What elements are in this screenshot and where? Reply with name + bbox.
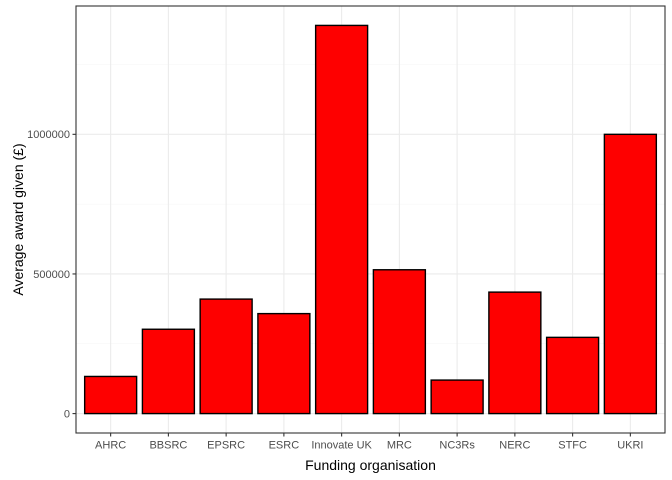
bar-stfc — [545, 336, 600, 415]
y-tick-label: 0 — [64, 408, 70, 420]
bar-bbsrc — [141, 328, 196, 415]
x-tick-label: BBSRC — [149, 440, 187, 452]
y-tick-label: 500000 — [33, 269, 70, 281]
x-tick-label: NC3Rs — [439, 440, 475, 452]
x-tick-label: ESRC — [269, 440, 300, 452]
bar-epsrc — [199, 298, 253, 415]
bar-mrc — [372, 269, 427, 415]
x-tick-label: Innovate UK — [311, 440, 372, 452]
x-tick-label: MRC — [387, 440, 412, 452]
x-tick-label: EPSRC — [207, 440, 245, 452]
axis-ticks: 0 500000 1000000 AHRC BBSRC EPSRC ESRC Innovate… — [27, 129, 643, 451]
bar-innovate-uk — [314, 24, 369, 415]
bar-ukri — [603, 133, 658, 415]
y-axis-title: Average award given (£) — [10, 143, 26, 295]
bar-ahrc — [83, 375, 138, 415]
panel-border — [75, 5, 666, 434]
bar-nc3rs — [430, 379, 484, 415]
x-tick-label: NERC — [499, 440, 530, 452]
x-axis-title: Funding organisation — [305, 457, 436, 473]
bar-esrc — [257, 312, 311, 415]
x-tick-label: UKRI — [617, 440, 643, 452]
x-tick-label: AHRC — [95, 440, 126, 452]
x-tick-label: STFC — [558, 440, 587, 452]
y-tick-label: 1000000 — [27, 129, 70, 141]
bar-nerc — [488, 291, 542, 415]
bars — [83, 24, 658, 415]
